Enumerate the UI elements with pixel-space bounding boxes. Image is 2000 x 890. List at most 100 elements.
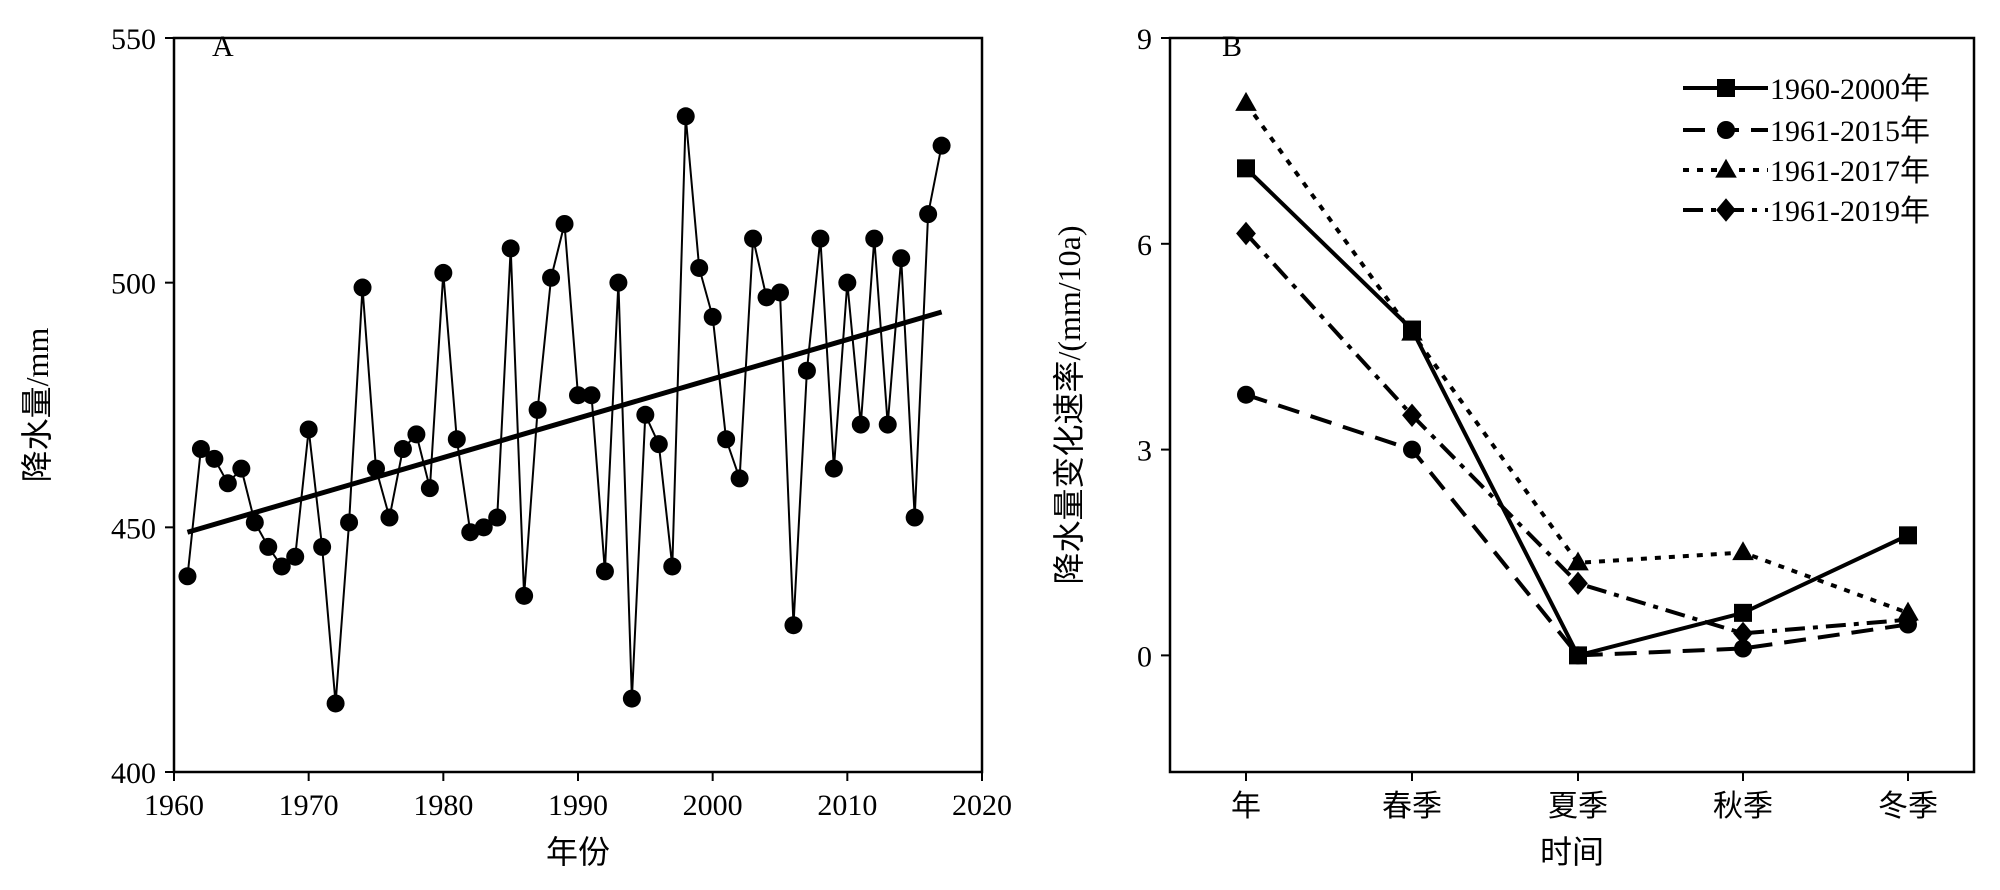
panel-a-y-axis-label: 降水量/mm — [19, 328, 55, 483]
panel-a-data-point — [663, 557, 682, 576]
panel-b-series-2-point — [1237, 385, 1255, 404]
panel-a-data-point — [717, 430, 736, 449]
panel-b-x-tick-label: 冬季 — [1878, 790, 1938, 823]
panel-a-data-point — [744, 229, 763, 248]
panel-b-label: B — [1222, 30, 1242, 63]
panel-a-data-point — [326, 694, 345, 713]
panel-a-x-tick-label: 2020 — [952, 789, 1012, 822]
panel-a-data-point — [407, 425, 426, 444]
panel-b-y-tick-label: 0 — [1137, 640, 1152, 673]
legend-marker-3 — [1715, 158, 1737, 178]
panel-b-x-tick-label: 春季 — [1382, 790, 1442, 823]
panel-a-data-point — [272, 557, 291, 576]
panel-a-trend-line — [186, 309, 943, 535]
panel-a-data-point — [595, 562, 614, 581]
legend-label-4: 1961-2019年 — [1770, 195, 1930, 228]
panel-a-data-point — [838, 273, 857, 292]
panel-b-chart: B 年 春季 夏季 秋季 冬季 0 3 6 9 1960-2000年 1961-2015年 1961… — [1051, 23, 1976, 870]
panel-a-label: A — [212, 30, 234, 63]
panel-b-series-1-point — [1237, 159, 1255, 178]
panel-a-data-point — [797, 361, 816, 380]
panel-a-x-tick-label: 1960 — [144, 789, 204, 822]
panel-a-data-point — [178, 567, 197, 586]
panel-b-series-2-point — [1403, 440, 1421, 459]
panel-a-chart: A 1960 1970 1980 1990 2000 2010 2020 400 450 500 5… — [19, 23, 1012, 870]
panel-a-data-point — [340, 513, 359, 532]
panel-a-data-point — [434, 263, 453, 282]
panel-b-y-tick-label: 6 — [1137, 229, 1152, 262]
panel-b-series-4-point — [1898, 608, 1918, 632]
panel-a-data-point — [447, 430, 466, 449]
panel-a-x-tick-label: 1970 — [279, 789, 339, 822]
panel-a-y-tick-label: 450 — [111, 512, 156, 545]
panel-a-data-point — [380, 508, 399, 527]
legend-label-2: 1961-2015年 — [1770, 115, 1930, 148]
panel-a-data-point — [528, 400, 547, 419]
panel-a-data-point — [676, 107, 695, 126]
legend-marker-2 — [1717, 121, 1735, 139]
panel-b-x-tick-label: 年 — [1231, 790, 1261, 823]
panel-a-x-tick-label: 2000 — [683, 789, 743, 822]
panel-a-data-point — [474, 518, 493, 537]
panel-a-data-point — [771, 283, 789, 302]
panel-a-data-point — [245, 513, 264, 532]
panel-a-x-tick-label: 1990 — [548, 789, 608, 822]
legend-marker-1 — [1717, 79, 1735, 97]
panel-a-y-tick-label: 400 — [111, 757, 156, 790]
panel-b-series-3-point — [1235, 91, 1257, 111]
panel-a-data-point — [905, 508, 924, 527]
panel-b-y-tick-label: 3 — [1137, 435, 1152, 468]
panel-a-data-point — [353, 278, 372, 297]
panel-b-y-axis-label: 降水量变化速率/(mm/10a) — [1051, 225, 1087, 584]
panel-b-series-1-point — [1734, 603, 1752, 622]
panel-b-series-2-point — [1734, 639, 1752, 658]
panel-a-data-point — [878, 415, 897, 434]
panel-a-data-point — [205, 449, 224, 468]
panel-b-x-tick-label: 夏季 — [1548, 790, 1608, 823]
panel-a-x-axis-label: 年份 — [546, 834, 610, 870]
panel-a-y-tick-label: 550 — [111, 23, 156, 56]
panel-a-data-point — [393, 440, 412, 459]
panel-a-data-point — [232, 459, 251, 478]
panel-b-series-3-point — [1732, 541, 1754, 561]
panel-a-data-point — [501, 239, 520, 258]
legend-marker-4 — [1716, 198, 1736, 222]
panel-a-data-point — [555, 214, 574, 233]
panel-a-data-point — [824, 459, 843, 478]
panel-a-data-point — [313, 537, 332, 556]
panel-b-series-2-point — [1569, 646, 1587, 665]
panel-a-data-point — [542, 268, 561, 287]
panel-a-data-point — [730, 469, 749, 488]
panel-a-data-point — [865, 229, 884, 248]
panel-a-plot-frame — [172, 36, 984, 774]
panel-b-series-3-point — [1567, 551, 1589, 571]
panel-b-plot-frame — [1168, 36, 1976, 774]
panel-a-data-point — [811, 229, 830, 248]
panel-a-data-point — [703, 307, 722, 326]
panel-a-data-point — [420, 479, 439, 498]
panel-a-data-point — [488, 508, 507, 527]
panel-a-data-point — [286, 547, 305, 566]
panel-a-y-tick-label: 500 — [111, 268, 156, 301]
panel-a-x-tick-label: 1980 — [413, 789, 473, 822]
panel-a-data-point — [367, 459, 385, 478]
panel-b-series-line-2 — [1245, 392, 1909, 658]
panel-a-data-point — [649, 435, 668, 454]
panel-a-data-point — [784, 616, 803, 635]
panel-a-data-point — [851, 415, 870, 434]
panel-a-data-point — [569, 386, 587, 405]
panel-b-x-axis-label: 时间 — [1540, 834, 1604, 870]
panel-b-y-tick-label: 9 — [1137, 23, 1152, 56]
panel-a-x-tick-label: 2010 — [817, 789, 877, 822]
panel-a-data-point — [515, 586, 534, 605]
panel-b-legend: 1960-2000年 1961-2015年 1961-2017年 1961-2019年 — [1683, 73, 1930, 228]
panel-b-series-3-point — [1401, 321, 1423, 341]
panel-b-series-4-point — [1402, 403, 1422, 427]
panel-a-data-point — [191, 440, 210, 459]
panel-a-data-point — [919, 205, 938, 224]
panel-a-data-point — [609, 273, 628, 292]
panel-a-data-point — [259, 537, 278, 556]
panel-b-series-4-point — [1568, 571, 1588, 596]
panel-a-data-point — [622, 689, 641, 708]
